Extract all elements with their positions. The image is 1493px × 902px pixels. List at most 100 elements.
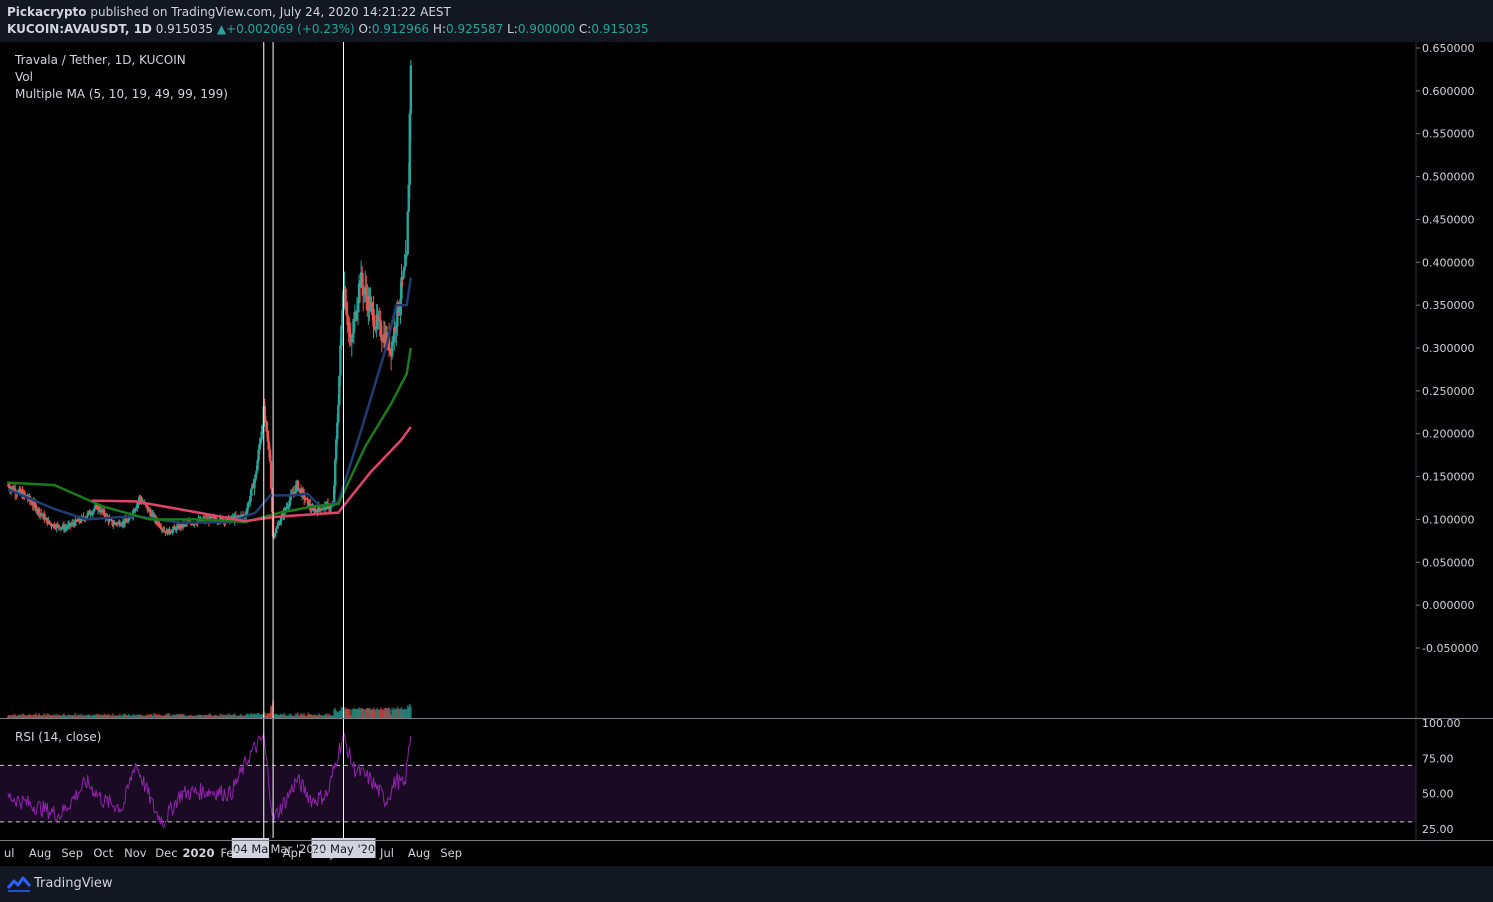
volume-bar bbox=[374, 709, 377, 718]
candle-body bbox=[57, 524, 60, 528]
volume-bar bbox=[409, 706, 412, 718]
volume-bar bbox=[28, 714, 31, 718]
volume-bar bbox=[165, 714, 168, 718]
volume-bar bbox=[312, 715, 315, 718]
publish-info: published on TradingView.com, July 24, 2… bbox=[90, 5, 451, 19]
price-tick-label: 0.200000 bbox=[1422, 428, 1475, 441]
candle-body bbox=[289, 494, 292, 501]
candle-body bbox=[371, 304, 374, 309]
candle-body bbox=[300, 489, 304, 496]
candle-body bbox=[62, 525, 66, 530]
ma99-line bbox=[7, 347, 413, 524]
tradingview-logo-icon[interactable] bbox=[7, 874, 31, 892]
candle-body bbox=[86, 512, 89, 517]
volume-bar bbox=[233, 713, 236, 718]
volume-bar bbox=[216, 715, 219, 718]
volume-bar bbox=[156, 714, 159, 718]
volume-bar bbox=[391, 707, 394, 718]
candle-body bbox=[155, 521, 159, 524]
candle-body bbox=[256, 460, 259, 471]
ma-legend: Multiple MA (5, 10, 19, 49, 99, 199) bbox=[15, 87, 228, 101]
volume-bar bbox=[164, 714, 167, 718]
volume-bar bbox=[307, 712, 310, 718]
candle-body bbox=[124, 518, 128, 522]
volume-bar bbox=[80, 713, 83, 718]
volume-bar bbox=[273, 715, 276, 718]
volume-bar bbox=[382, 708, 385, 718]
volume-bar bbox=[53, 714, 56, 718]
volume-bar bbox=[311, 714, 314, 718]
volume-bar bbox=[64, 715, 67, 718]
candle-body bbox=[286, 506, 289, 508]
last-price: 0.915035 bbox=[155, 22, 213, 36]
volume-bar bbox=[121, 714, 124, 718]
price-tick-label: 0.600000 bbox=[1422, 85, 1475, 98]
candle-body bbox=[250, 488, 253, 497]
candle-body bbox=[357, 283, 361, 304]
candle-body bbox=[97, 506, 101, 511]
volume-bar bbox=[91, 714, 94, 718]
candle-body bbox=[145, 504, 148, 507]
candle-body bbox=[303, 499, 307, 501]
tradingview-brand[interactable]: TradingView bbox=[34, 876, 113, 891]
volume-bar bbox=[77, 714, 80, 718]
candle-body bbox=[268, 449, 272, 461]
candle-body bbox=[123, 518, 127, 524]
volume-bar bbox=[321, 715, 324, 718]
volume-bar bbox=[254, 713, 257, 718]
symbol-label[interactable]: KUCOIN:AVAUSDT, 1D bbox=[7, 22, 152, 36]
volume-bar bbox=[234, 715, 237, 718]
volume-bar bbox=[134, 714, 137, 718]
candle-body bbox=[356, 303, 360, 312]
candle-body bbox=[369, 302, 372, 311]
candle-body bbox=[93, 505, 97, 510]
candle-body bbox=[330, 505, 334, 507]
rsi-tick-label: 50.00 bbox=[1422, 788, 1454, 801]
volume-bar bbox=[367, 708, 370, 718]
volume-bar bbox=[246, 713, 249, 718]
volume-bar bbox=[43, 713, 46, 718]
volume-bar bbox=[381, 709, 384, 718]
volume-bar bbox=[171, 714, 174, 718]
candle-body bbox=[360, 272, 364, 286]
volume-bar bbox=[16, 715, 19, 718]
candle-body bbox=[379, 320, 382, 337]
candle-body bbox=[192, 523, 195, 525]
volume-bar bbox=[318, 714, 321, 718]
candle-body bbox=[69, 524, 73, 526]
volume-bar bbox=[201, 715, 204, 718]
volume-bar bbox=[343, 709, 346, 718]
volume-bar bbox=[122, 714, 125, 718]
candle-body bbox=[152, 513, 156, 520]
candle-body bbox=[175, 526, 178, 531]
price-tick-label: 0.350000 bbox=[1422, 299, 1475, 312]
series-title: Travala / Tether, 1D, KUCOIN bbox=[14, 53, 186, 67]
candle-body bbox=[363, 291, 366, 295]
volume-bar bbox=[408, 703, 411, 718]
volume-bar bbox=[174, 714, 177, 718]
candle-body bbox=[373, 326, 376, 329]
low-value: 0.900000 bbox=[517, 22, 576, 36]
volume-bar bbox=[303, 713, 306, 718]
volume-bar bbox=[159, 715, 162, 718]
volume-bar bbox=[158, 713, 161, 718]
volume-bar bbox=[403, 709, 406, 718]
volume-bar bbox=[204, 714, 207, 718]
volume-bar bbox=[236, 715, 239, 718]
candle-body bbox=[72, 522, 75, 525]
volume-bar bbox=[141, 715, 144, 718]
author-name[interactable]: Pickacrypto bbox=[7, 5, 87, 19]
volume-bar bbox=[66, 715, 69, 718]
volume-bar bbox=[84, 715, 87, 718]
volume-bar bbox=[380, 709, 383, 718]
volume-bar bbox=[406, 705, 409, 718]
volume-bar bbox=[331, 715, 334, 718]
candle-body bbox=[246, 508, 249, 514]
candle-body bbox=[404, 256, 407, 267]
volume-bar bbox=[97, 714, 100, 718]
volume-bar bbox=[23, 714, 26, 718]
volume-bar bbox=[146, 713, 149, 718]
price-tick-label: 0.300000 bbox=[1422, 342, 1475, 355]
volume-bar bbox=[313, 714, 316, 718]
